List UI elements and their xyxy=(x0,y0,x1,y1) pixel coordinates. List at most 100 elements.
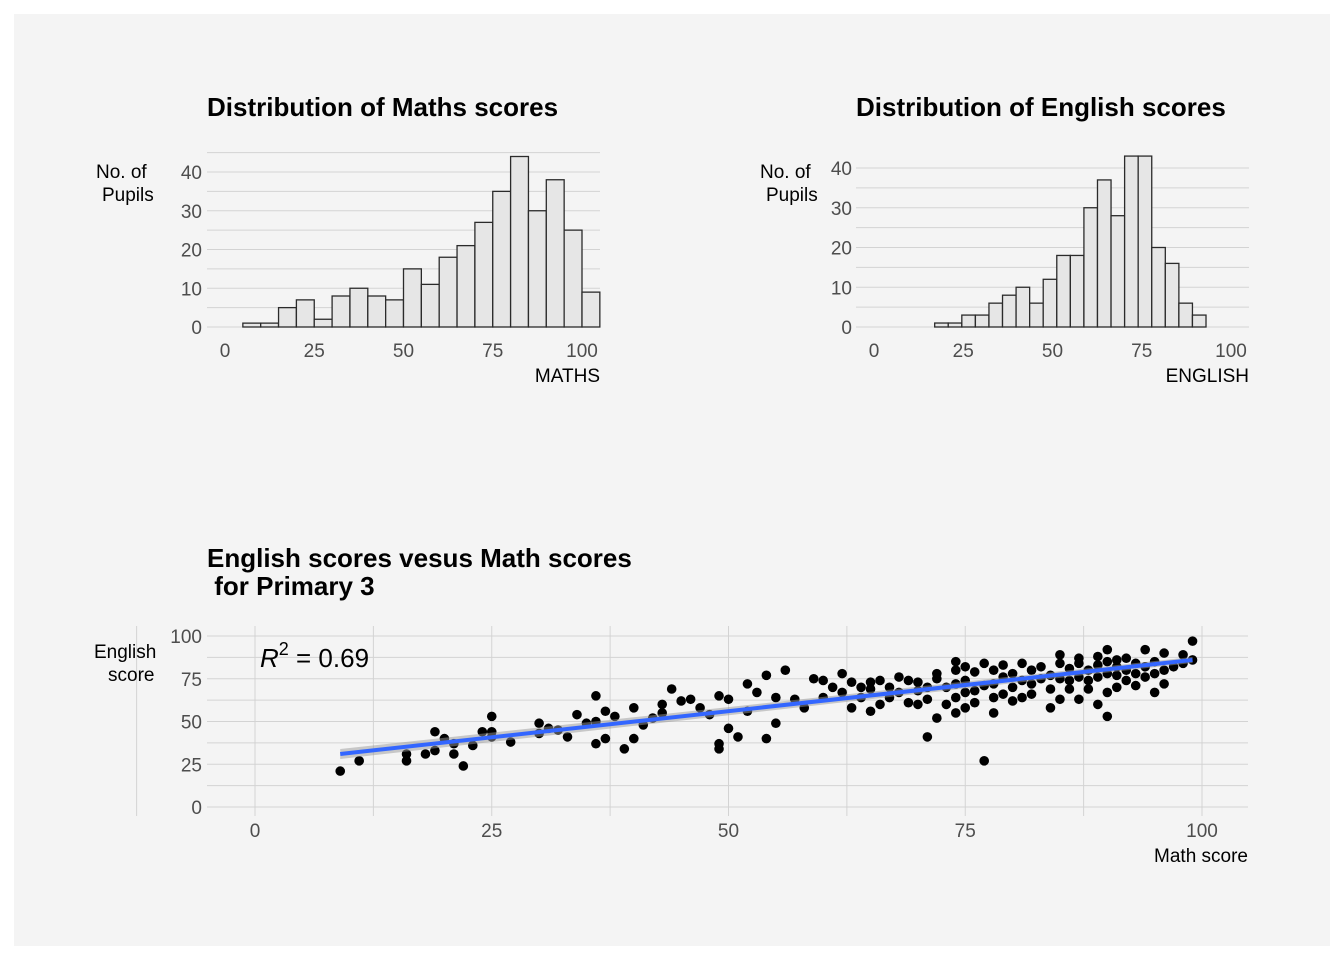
scatter-point xyxy=(865,706,876,717)
scatter-point xyxy=(1017,692,1027,703)
histogram-bar xyxy=(1029,302,1044,328)
scatter-point xyxy=(486,711,497,722)
scatter-point xyxy=(932,713,942,723)
hist-gridlines xyxy=(207,152,600,328)
histogram-bar xyxy=(402,268,423,328)
y-tick-label: 10 xyxy=(181,279,202,300)
histogram-bar xyxy=(349,287,369,328)
scatter-point xyxy=(1102,711,1113,722)
scatter-point xyxy=(1055,658,1065,669)
scatter-point xyxy=(979,756,989,766)
histogram-bar xyxy=(1191,314,1207,328)
scatter-point xyxy=(1111,655,1122,665)
scatter-point xyxy=(988,692,999,703)
scatter-point xyxy=(591,691,601,701)
scatter-point xyxy=(1140,672,1150,682)
scatter-point xyxy=(600,706,611,717)
histogram-bar xyxy=(331,295,351,328)
scatter-point xyxy=(1093,651,1103,662)
y-tick-label: 100 xyxy=(170,627,202,648)
scatter-point xyxy=(1159,648,1169,658)
english-histogram-xlabel: ENGLISH xyxy=(1166,366,1249,387)
scatter-point xyxy=(827,682,838,693)
scatter-point xyxy=(629,733,639,744)
histogram-bar xyxy=(313,318,333,328)
english-histogram-ylabel-line1: No. of xyxy=(760,162,811,183)
scatter-point xyxy=(676,696,686,706)
histogram-bar xyxy=(581,291,601,328)
scatter-point xyxy=(960,687,971,698)
scatter-point xyxy=(723,694,734,705)
maths-histogram-xlabel: MATHS xyxy=(535,366,600,387)
scatter-point xyxy=(1130,680,1141,691)
scatter-point xyxy=(1083,675,1094,686)
scatter-point xyxy=(960,661,971,672)
scatter-point xyxy=(619,744,630,754)
histogram-bar xyxy=(1001,294,1017,328)
scatter-point xyxy=(1187,636,1198,646)
histogram-bar xyxy=(1042,278,1058,328)
r-squared-base: R xyxy=(260,643,279,673)
scatter-point xyxy=(922,732,933,742)
scatter-point xyxy=(780,665,791,675)
scatter-point xyxy=(969,685,980,696)
scatter-point xyxy=(401,756,412,766)
scatter-point xyxy=(1178,650,1188,660)
scatter-point xyxy=(950,708,961,718)
x-tick-label: 0 xyxy=(250,821,261,842)
scatter-point xyxy=(666,684,677,694)
x-tick-label: 0 xyxy=(869,341,880,362)
histogram-bar xyxy=(1151,246,1166,328)
histogram-bar xyxy=(277,306,298,328)
scatter-point xyxy=(865,684,876,694)
histogram-bar xyxy=(242,322,262,328)
scatter-point xyxy=(1074,653,1084,664)
scatter-ylabel-line1: English xyxy=(94,642,156,663)
histogram-bar xyxy=(1083,207,1099,328)
scatter-ylabel-line2: score xyxy=(108,665,154,686)
scatter-point xyxy=(458,761,469,771)
english-histogram: Distribution of English scores No. of Pu… xyxy=(760,92,1249,387)
scatter-point xyxy=(534,718,544,729)
scatter-point xyxy=(1111,682,1122,693)
scatter-point xyxy=(988,665,999,675)
histogram-bar xyxy=(1137,155,1153,328)
x-tick-label: 25 xyxy=(953,341,974,362)
scatter-point xyxy=(1102,656,1113,667)
scatter-point xyxy=(420,749,431,759)
x-tick-label: 75 xyxy=(955,821,976,842)
scatter-point xyxy=(761,670,772,681)
scatter-point xyxy=(714,744,724,754)
scatter-point xyxy=(771,692,781,703)
histogram-bar xyxy=(934,322,949,328)
histogram-bar xyxy=(988,302,1004,328)
histogram-bar xyxy=(1069,254,1085,328)
scatter-point xyxy=(846,703,857,713)
scatter-title-line1: English scores vesus Math scores xyxy=(207,543,632,573)
scatter-point xyxy=(1102,687,1113,698)
scatter-point xyxy=(572,709,582,720)
scatter-point xyxy=(1093,699,1103,710)
scatter-point xyxy=(913,677,923,687)
scatter-point xyxy=(1007,682,1018,693)
x-tick-label: 25 xyxy=(304,341,325,362)
scatter-point xyxy=(771,718,781,729)
scatter-point xyxy=(913,699,923,710)
scatter-point xyxy=(1007,668,1018,679)
regression-line xyxy=(340,657,1193,756)
english-histogram-ylabel-line2: Pupils xyxy=(766,185,818,206)
histogram-bar xyxy=(509,155,530,328)
scatter-point xyxy=(875,675,885,686)
scatter-point xyxy=(685,694,696,705)
scatter-point xyxy=(865,677,876,687)
scatter-point xyxy=(1026,679,1037,689)
scatter-point xyxy=(1045,703,1056,713)
scatter-point xyxy=(733,732,743,742)
histogram-bar xyxy=(1164,262,1180,328)
scatter-point xyxy=(808,673,819,684)
scatter-point xyxy=(1007,696,1018,706)
histogram-bar xyxy=(961,314,977,328)
y-tick-label: 10 xyxy=(831,278,852,299)
x-tick-label: 75 xyxy=(1131,341,1152,362)
